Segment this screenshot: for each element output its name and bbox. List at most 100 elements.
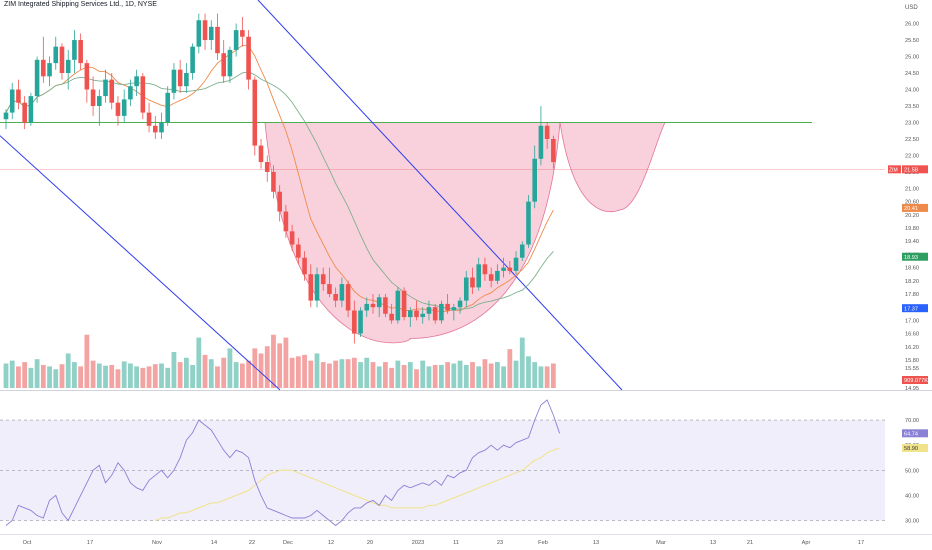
candle-body [97,96,102,106]
volume-bar [414,369,419,388]
volume-bar [146,366,152,388]
rsi-band [0,420,885,521]
volume-bar [351,357,357,388]
candle-body [308,274,314,301]
candle-body [103,79,108,97]
candle-body [65,59,71,74]
volume-bar [432,364,438,388]
time-axis-label: Feb [538,540,548,546]
candle-body [401,290,407,318]
trend-line-upper [257,0,623,391]
volume-bar [16,366,21,388]
candle-body [227,49,233,77]
candle-body [283,211,289,232]
volume-bar [84,334,90,388]
last-price-tag-bg [902,165,928,174]
volume-bar [177,362,183,388]
rsi-ma-line [155,447,560,521]
candle-body [289,231,295,245]
volume-bar [320,362,326,388]
volume-bar [538,366,544,388]
candle-body [432,307,438,321]
rsi-tick-label: 30.00 [905,518,919,524]
volume-bar [121,361,127,388]
volume-bar [445,362,451,388]
candle-body [258,145,264,163]
candle-body [246,36,251,80]
volume-bar [109,364,115,388]
time-axis-label: Apr [802,540,811,546]
volume-bar [494,362,500,388]
volume-bar [78,366,84,388]
candle-body [519,244,525,258]
candle-body [196,20,202,47]
candle-body [376,297,382,308]
currency-label: USD [905,5,918,11]
volume-bar [314,353,320,388]
candle-body [41,59,46,77]
price-tick-label: 22.50 [905,137,919,143]
volume-bar [358,362,363,388]
candle-body [184,73,189,87]
candle-body [233,30,239,50]
volume-bar [3,363,9,388]
candle-body [208,26,214,41]
time-axis-label: Nov [152,540,162,546]
volume-bar [140,367,146,388]
candle-body [339,284,345,301]
candle-body [277,191,282,212]
candle-body [364,303,370,311]
volume-bar [526,356,531,388]
volume-bar [252,348,258,388]
candle-body [84,63,90,90]
volume-bar [233,362,239,388]
volume-bar [221,357,227,388]
rsi-tick-label: 50.00 [905,468,919,474]
price-tick-label: 20.20 [905,213,919,219]
rsi-ma-tag-bg [902,443,928,452]
candle-body [9,89,15,113]
cup-and-handle-shape [264,122,666,344]
candle-body [252,79,258,146]
volume-bar [488,363,494,388]
volume-bar [420,360,426,388]
candle-body [78,40,83,64]
candle-body [264,162,270,172]
symbol-tag-bg [888,165,901,174]
time-axis-label: 22 [249,540,255,546]
price-tick-label: 25.00 [905,55,919,61]
candle-body [538,125,544,159]
time-axis-label: Dec [283,540,293,546]
volume-bar [264,346,270,388]
time-axis-label: 21 [747,540,753,546]
volume-bar [183,357,189,388]
candle-body [457,300,463,308]
candle-body [115,102,121,116]
volume-bar [289,357,295,388]
time-axis-label: 12 [328,540,334,546]
volume-bar [40,364,46,388]
candle-body [53,46,59,64]
volume-bar [333,360,339,388]
volume-bar [463,364,469,388]
volume-bar [364,357,370,388]
sma-slow-tag-bg [902,252,928,261]
volume-bar [302,354,307,388]
candle-body [152,125,158,133]
time-axis-label: 17 [858,540,864,546]
volume-bar [271,334,276,388]
volume-bar [482,359,488,388]
volume-bar [345,359,351,388]
candle-body [215,26,220,54]
volume-bar [22,362,28,388]
price-tick-label: 21.00 [905,186,919,192]
candle-body [532,158,537,202]
volume-bar [532,362,538,388]
candle-body [109,79,115,103]
volume-bar [9,360,15,388]
candle-body [451,307,457,311]
rsi-line [5,399,561,527]
candle-body [134,76,139,87]
candle-body [128,86,133,100]
